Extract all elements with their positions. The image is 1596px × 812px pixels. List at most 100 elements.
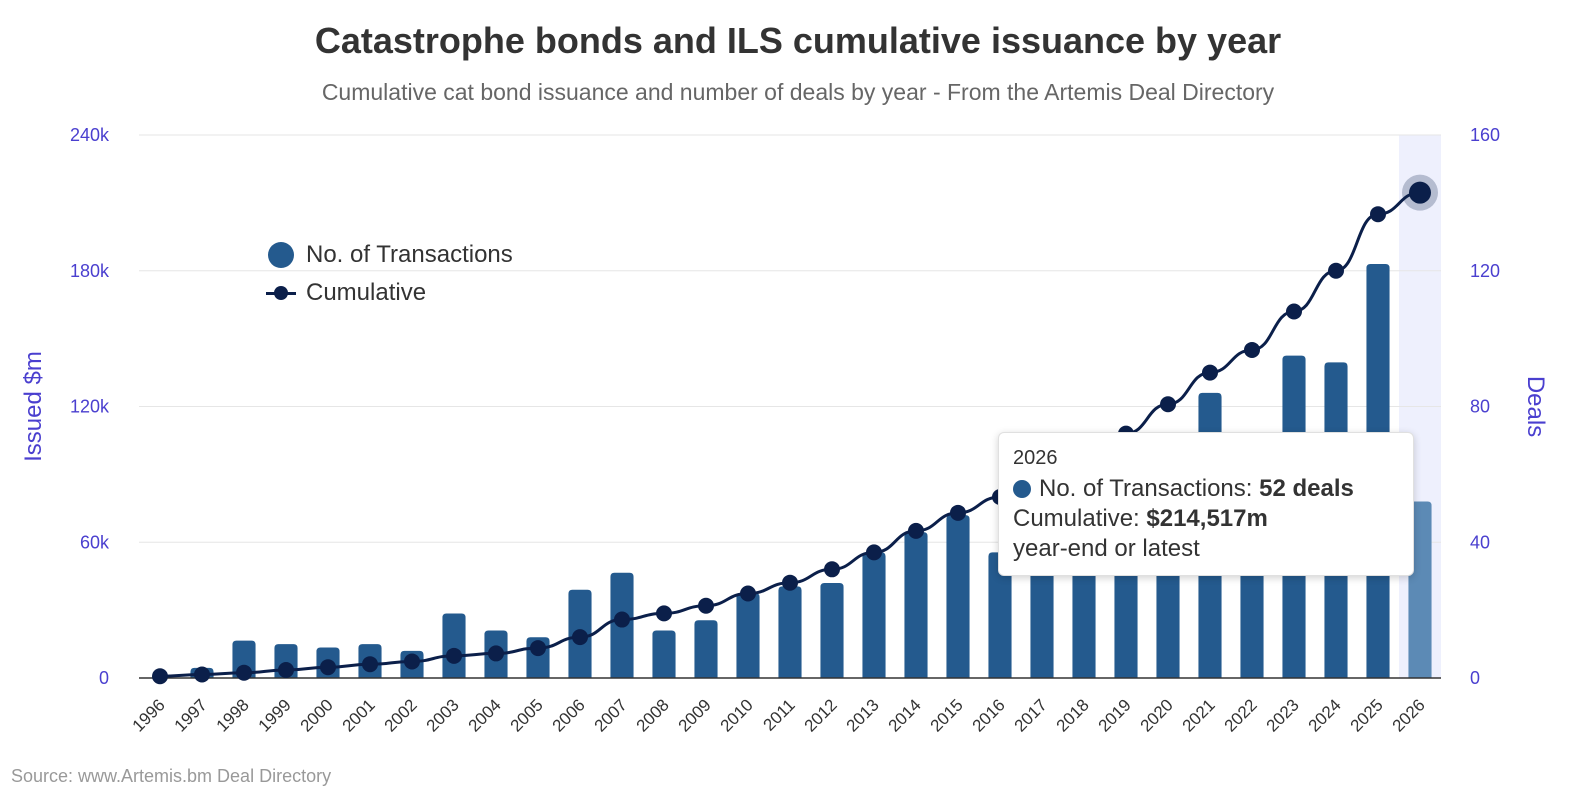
x-tick-label: 2021 [1179, 695, 1219, 735]
cumulative-point [1244, 341, 1260, 358]
bar [442, 613, 466, 678]
tooltip-cumulative-value: $214,517m [1146, 505, 1268, 532]
bar [1408, 501, 1432, 678]
x-tick-label: 2017 [1011, 695, 1051, 735]
x-tick-label: 1999 [255, 695, 295, 735]
cumulative-point [824, 561, 840, 578]
tooltip-transactions: No. of Transactions: 52 deals [1013, 475, 1354, 503]
legend-item-transactions[interactable]: No. of Transactions [266, 236, 513, 274]
x-tick-label: 2010 [717, 695, 757, 735]
cumulative-point [152, 668, 168, 685]
y-right-tick-label: 0 [1470, 668, 1480, 688]
x-tick-label: 2005 [507, 695, 547, 735]
x-tick-label: 1997 [171, 695, 211, 735]
y-right-tick-label: 160 [1470, 125, 1500, 145]
x-tick-label: 2007 [591, 695, 631, 735]
bar [946, 515, 970, 678]
x-tick-label: 2008 [633, 695, 673, 735]
y-left-tick-label: 120k [70, 397, 110, 417]
x-tick-label: 2003 [423, 695, 463, 735]
bar [652, 630, 676, 678]
cumulative-point [908, 522, 924, 539]
x-tick-label: 1996 [129, 695, 169, 735]
cumulative-point [1370, 206, 1386, 223]
tooltip-note: year-end or latest [1013, 535, 1200, 562]
legend: No. of Transactions Cumulative [266, 236, 513, 312]
bar [820, 582, 844, 678]
x-tick-label: 2004 [465, 695, 505, 735]
cumulative-point [1409, 181, 1431, 204]
tooltip-cumulative-label: Cumulative: [1013, 505, 1147, 532]
bar [988, 552, 1012, 678]
y-left-tick-label: 0 [99, 668, 109, 688]
legend-item-cumulative[interactable]: Cumulative [266, 274, 513, 312]
x-tick-label: 2009 [675, 695, 715, 735]
x-tick-label: 2011 [760, 695, 799, 734]
x-tick-label: 2025 [1347, 695, 1387, 735]
cumulative-point [1328, 262, 1344, 279]
tooltip: 2026 No. of Transactions: 52 deals Cumul… [998, 432, 1414, 576]
cumulative-point [866, 544, 882, 561]
x-tick-label: 2023 [1263, 695, 1303, 735]
x-tick-label: 2000 [297, 695, 337, 735]
y-right-axis-title: Deals [1522, 376, 1549, 437]
x-tick-label: 2018 [1053, 695, 1093, 735]
cumulative-point [782, 574, 798, 591]
x-tick-label: 1998 [213, 695, 253, 735]
chart-title: Catastrophe bonds and ILS cumulative iss… [314, 20, 1282, 61]
cumulative-point [1202, 364, 1218, 381]
x-tick-label: 2014 [885, 695, 925, 735]
legend-label-transactions: No. of Transactions [306, 241, 513, 268]
cumulative-point [1286, 303, 1302, 320]
x-tick-label: 2013 [843, 695, 883, 735]
cumulative-point [446, 647, 462, 664]
x-tick-label: 2006 [549, 695, 589, 735]
cumulative-point [572, 629, 588, 646]
source-credit: Source: www.Artemis.bm Deal Directory [11, 766, 332, 786]
x-tick-label: 2015 [927, 695, 967, 735]
legend-line-marker [266, 280, 300, 306]
cumulative-point [1160, 396, 1176, 413]
y-left-tick-label: 240k [70, 125, 110, 145]
bar [862, 552, 886, 678]
y-left-tick-label: 60k [80, 532, 110, 552]
cumulative-point [194, 666, 210, 683]
x-tick-label: 2020 [1137, 695, 1177, 735]
cumulative-point [278, 661, 294, 678]
tooltip-series-dot [1013, 480, 1031, 498]
x-tick-label: 2026 [1389, 695, 1429, 735]
x-tick-label: 2016 [969, 695, 1009, 735]
cumulative-point [656, 605, 672, 622]
cumulative-point [320, 659, 336, 676]
cumulative-point [950, 504, 966, 521]
tooltip-cumulative: Cumulative: $214,517m [1013, 505, 1268, 533]
bar [736, 593, 760, 678]
cumulative-point [362, 656, 378, 673]
bar [694, 620, 718, 678]
cumulative-point [740, 585, 756, 602]
y-right-tick-label: 80 [1470, 397, 1490, 417]
bar [778, 586, 802, 678]
x-tick-label: 2024 [1305, 695, 1345, 735]
x-tick-label: 2001 [339, 695, 379, 735]
legend-label-cumulative: Cumulative [306, 279, 427, 306]
cumulative-point [530, 640, 546, 657]
y-right-tick-label: 120 [1470, 261, 1500, 281]
bar [904, 532, 928, 678]
x-tick-label: 2002 [381, 695, 421, 735]
x-tick-label: 2022 [1221, 695, 1261, 735]
y-left-tick-label: 180k [70, 261, 110, 281]
cumulative-point [236, 664, 252, 681]
y-left-axis-title: Issued $m [20, 351, 47, 462]
y-right-tick-label: 40 [1470, 532, 1490, 552]
x-tick-label: 2012 [801, 695, 841, 735]
tooltip-transactions-label: No. of Transactions: [1039, 475, 1260, 502]
chart-subtitle: Cumulative cat bond issuance and number … [321, 79, 1275, 105]
cumulative-point [488, 645, 504, 662]
x-tick-label: 2019 [1095, 695, 1135, 735]
legend-bar-marker [266, 242, 300, 268]
cumulative-point [614, 611, 630, 628]
cumulative-point [698, 597, 714, 614]
